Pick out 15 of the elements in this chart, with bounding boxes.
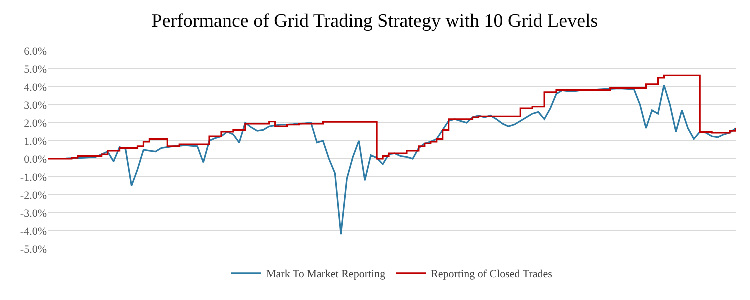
y-tick-label: -1.0% (20, 172, 47, 184)
y-tick-label: 0.0% (24, 154, 47, 166)
chart-title: Performance of Grid Trading Strategy with 10 Grid Levels (152, 10, 598, 32)
legend-label: Mark To Market Reporting (266, 268, 386, 281)
y-tick-label: 3.0% (24, 100, 47, 112)
y-tick-label: 5.0% (24, 64, 47, 76)
y-tick-label: -2.0% (20, 190, 47, 202)
y-tick-label: 1.0% (24, 136, 47, 148)
y-tick-label: 2.0% (24, 118, 47, 130)
y-tick-label: -4.0% (20, 226, 47, 238)
y-tick-label: -5.0% (20, 244, 47, 256)
legend-label: Reporting of Closed Trades (431, 268, 552, 281)
y-tick-label: 4.0% (24, 82, 47, 94)
y-tick-label: -3.0% (20, 208, 47, 220)
y-tick-label: 6.0% (24, 46, 47, 58)
